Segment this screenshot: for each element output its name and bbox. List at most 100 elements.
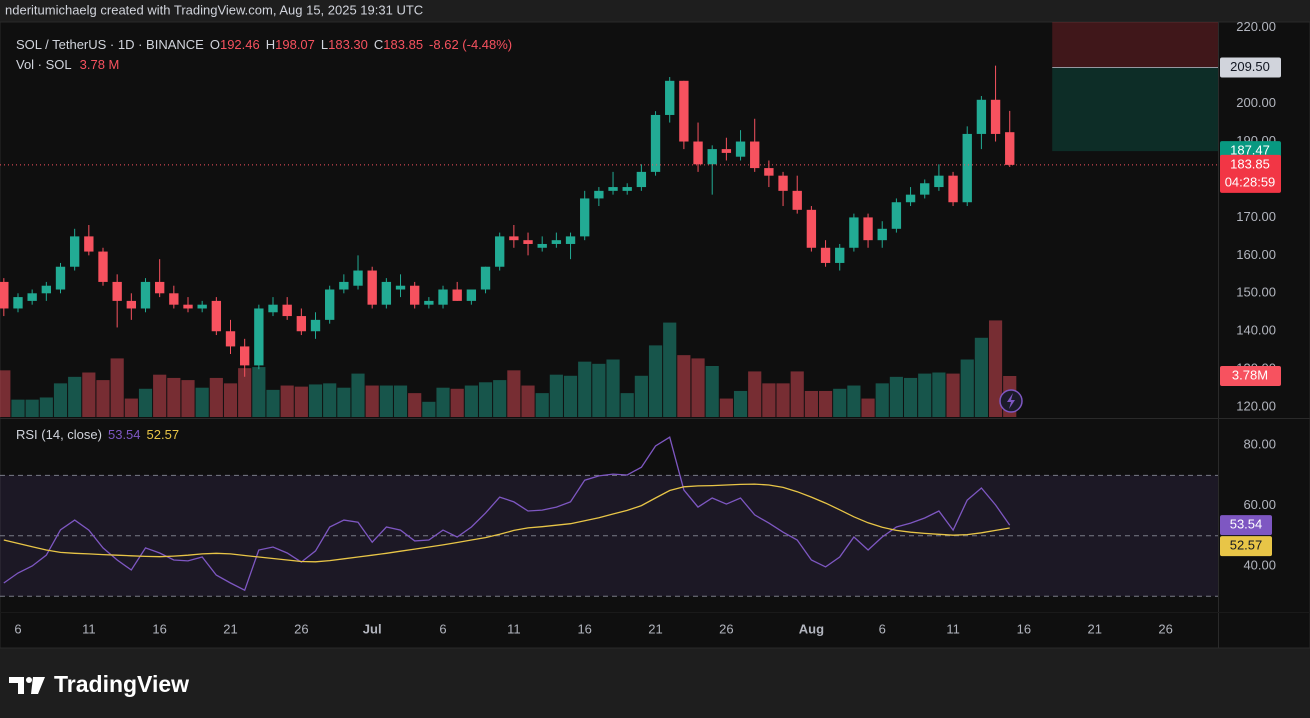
candle: Jun 13 — [112, 274, 122, 328]
ohlc-key: L — [321, 37, 328, 52]
volume-bar — [833, 388, 847, 417]
candle: Jul 28 — [750, 118, 760, 172]
volume-bar — [294, 386, 308, 417]
candle-body — [976, 99, 987, 134]
candle-body — [381, 281, 392, 305]
candle-body — [650, 114, 661, 172]
candle: Jun 22 — [240, 338, 250, 377]
logo-mark — [9, 677, 45, 694]
x-tick-label: 26 — [1158, 621, 1172, 636]
volume-bar — [53, 383, 68, 417]
candle: Jun 10 — [69, 228, 80, 271]
candle-body — [112, 281, 122, 301]
volume-bar — [323, 383, 337, 417]
ohlc-key: H — [266, 37, 275, 52]
volume-bar — [96, 380, 110, 417]
volume-bar — [606, 359, 620, 417]
candle-body — [849, 217, 859, 248]
price-pane: Jun 5 Jun 6 Jun 7 Jun 8Jun 9Jun 10 Jun 11 Jun… — [0, 22, 1218, 417]
volume-bar — [861, 398, 875, 417]
candle-body — [339, 281, 349, 290]
y-tick-label: 140.00 — [1236, 323, 1276, 338]
candle-body — [750, 141, 760, 169]
volume-bar — [634, 375, 648, 417]
candle-body — [1005, 132, 1015, 165]
volume-bar — [521, 385, 535, 417]
volume-bar — [648, 345, 663, 417]
volume-bar — [209, 377, 223, 417]
price-axis-label: 187.47 — [1230, 143, 1270, 158]
x-tick-label: 6 — [14, 621, 21, 636]
volume-bar — [790, 371, 804, 417]
volume-bar — [719, 398, 733, 417]
volume-bar — [25, 399, 39, 417]
y-tick-label: 220.00 — [1236, 19, 1276, 34]
candle-body — [225, 331, 236, 347]
rsi-axis-label-box — [1220, 536, 1272, 557]
candle-body — [792, 190, 802, 210]
volume-bar — [436, 387, 450, 417]
ohlc-key: O — [210, 37, 220, 52]
candle-body — [735, 141, 746, 157]
candle: Aug 4 — [849, 213, 859, 252]
x-tick-label: 21 — [648, 621, 662, 636]
candle-body — [84, 236, 94, 252]
volume-bar — [493, 380, 507, 417]
price-axis-label-box — [1220, 57, 1281, 78]
candle: Jul 15 — [565, 232, 576, 260]
position-target-zone — [1052, 67, 1218, 152]
candle-body — [778, 175, 788, 191]
x-tick-label: Jul — [363, 621, 382, 636]
candle: Jul 4 — [410, 281, 420, 309]
x-tick-label: 21 — [223, 621, 237, 636]
volume-bar — [578, 361, 592, 417]
x-tick-label: 11 — [82, 621, 96, 636]
candle-body — [721, 149, 732, 153]
candle-body — [296, 316, 307, 332]
rsi-legend: RSI (14, close) 53.54 52.57 — [16, 427, 179, 442]
candle: Aug 1 — [806, 206, 817, 252]
rsi-axis-label: 52.57 — [1230, 538, 1263, 553]
candle: Jul 7 — [452, 281, 462, 301]
volume-bar — [549, 374, 563, 417]
candle-body — [594, 190, 604, 199]
candle-body — [353, 270, 363, 286]
volume-bar — [507, 370, 521, 417]
candle: Jun 8 — [41, 281, 52, 301]
volume-bar — [365, 385, 379, 417]
volume-bar — [11, 399, 25, 417]
x-tick-label: 11 — [507, 621, 521, 636]
volume-bar — [393, 385, 408, 417]
candle-body — [891, 202, 902, 229]
candle-body — [835, 247, 845, 263]
candle: Jul 6 — [438, 285, 448, 309]
candle: Jun 19 — [197, 300, 207, 313]
candle-body — [0, 281, 9, 309]
volume-bar — [223, 383, 238, 417]
candle: Jun 12 — [98, 247, 108, 286]
position-stop-zone — [1052, 22, 1218, 68]
volume-bar — [153, 374, 167, 417]
volume-bar — [903, 377, 918, 417]
rsi-tick-label: 60.00 — [1243, 497, 1276, 512]
volume-bar — [946, 373, 960, 417]
candle-body — [551, 240, 562, 244]
candle: Jul 9 — [480, 266, 491, 294]
y-tick-label: 170.00 — [1236, 209, 1276, 224]
volume-bar — [266, 389, 280, 417]
candle: Jun 6 — [13, 293, 23, 313]
candle: Jul 20 — [636, 164, 647, 191]
candle-body — [863, 217, 873, 241]
x-tick-label: 21 — [1088, 621, 1102, 636]
candle: Jul 13 — [537, 236, 547, 252]
candle-body — [948, 175, 958, 203]
candle: Jun 28 — [325, 285, 335, 324]
volume-bar — [932, 372, 946, 417]
header-text: nderitumichaelg created with TradingView… — [5, 2, 423, 17]
candle: Jul 12 — [523, 232, 533, 256]
candle-body — [466, 289, 477, 301]
volume-bar — [308, 384, 323, 417]
volume-bar — [82, 372, 96, 417]
candle: Jun 7 — [27, 289, 37, 305]
candle: Jun 16 — [154, 259, 165, 298]
